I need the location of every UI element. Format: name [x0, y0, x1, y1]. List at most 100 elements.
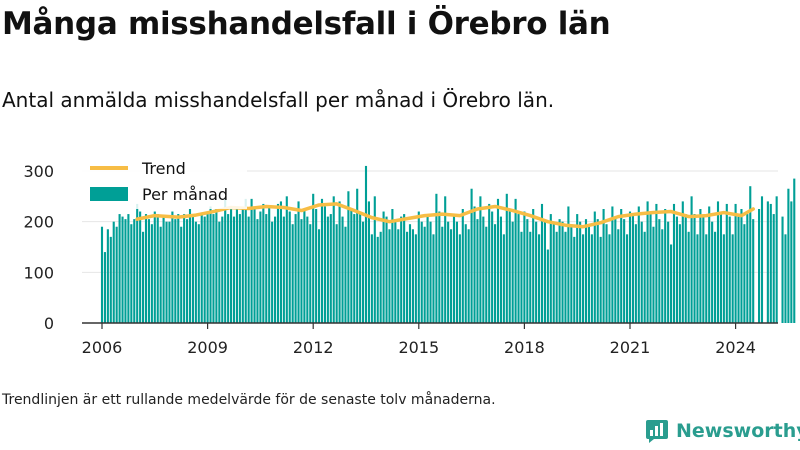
bar [188, 209, 192, 323]
y-axis: 0 100 200 300 [23, 162, 54, 333]
bar [200, 214, 203, 323]
bar [382, 211, 385, 323]
bar [734, 203, 737, 323]
bar [230, 209, 233, 323]
bar [573, 236, 576, 323]
bar [488, 203, 491, 323]
bar [276, 203, 280, 323]
bar [626, 234, 629, 323]
bar [672, 203, 676, 323]
bar [417, 211, 420, 323]
bar [279, 201, 282, 323]
bar [769, 203, 772, 323]
chart-subtitle: Antal anmälda misshandelsfall per månad … [2, 88, 555, 112]
bar [183, 214, 186, 323]
bar [505, 193, 508, 323]
y-tick-label: 100 [23, 263, 54, 282]
bar [555, 231, 558, 323]
bar [561, 221, 564, 323]
bar [221, 216, 224, 323]
bar [499, 216, 502, 323]
bar [458, 234, 461, 323]
bar [124, 219, 127, 323]
bar [423, 226, 426, 323]
bar [614, 216, 617, 323]
bar [623, 219, 626, 323]
bar [194, 221, 197, 323]
bar [675, 216, 678, 323]
bar [127, 214, 130, 323]
bar [285, 196, 288, 323]
bar [408, 224, 412, 323]
bar [112, 221, 115, 323]
bar [203, 216, 206, 323]
bar [587, 226, 590, 323]
bar [139, 211, 142, 323]
bar [540, 203, 544, 323]
bar [159, 226, 162, 323]
bar [667, 221, 670, 323]
bar [532, 209, 535, 323]
x-tick-label: 2024 [715, 338, 756, 357]
bar [452, 214, 456, 323]
brand-logo[interactable]: Newsworthy [644, 418, 800, 444]
bar [350, 209, 353, 323]
bar [652, 226, 655, 323]
bar [400, 216, 403, 323]
bar [593, 211, 596, 323]
bar [136, 203, 139, 323]
bar [670, 244, 673, 323]
bar [681, 201, 684, 323]
bar [100, 226, 104, 323]
bar [558, 219, 561, 323]
bar [599, 236, 602, 323]
bar [329, 214, 332, 323]
bar [690, 196, 693, 323]
bar [206, 211, 209, 323]
bar [253, 209, 256, 323]
bar [494, 224, 497, 323]
footnote: Trendlinjen är ett rullande medelvärde f… [2, 392, 496, 408]
bar [464, 224, 467, 323]
bar [787, 188, 790, 323]
bar [247, 216, 250, 323]
bar [388, 229, 391, 323]
bar [153, 211, 156, 323]
bar [147, 219, 150, 323]
bar [256, 219, 259, 323]
bar [274, 216, 277, 323]
x-tick-label: 2021 [610, 338, 651, 357]
bar [215, 209, 218, 323]
bar [238, 214, 241, 323]
bar [262, 203, 265, 323]
bar [737, 216, 740, 323]
bar [306, 216, 309, 323]
bar [106, 229, 109, 323]
bar [634, 224, 637, 323]
bar [728, 216, 731, 323]
bar [411, 229, 414, 323]
bar [514, 198, 517, 323]
bar [646, 201, 649, 323]
bar [177, 214, 180, 323]
bar [224, 198, 227, 323]
bar [719, 214, 722, 323]
bar [373, 196, 376, 323]
bar [631, 214, 634, 323]
bar [461, 209, 464, 323]
bar [265, 214, 268, 323]
bar [649, 214, 652, 323]
brand-name: Newsworthy [676, 420, 800, 442]
bar [655, 203, 658, 323]
bar [391, 209, 394, 323]
bar [678, 224, 681, 323]
y-tick-label: 200 [23, 213, 54, 232]
bar [353, 214, 356, 323]
bar [766, 201, 769, 323]
bar [212, 214, 215, 323]
bar [268, 206, 271, 323]
bar [476, 219, 479, 323]
bar [397, 229, 400, 323]
bar [508, 211, 511, 323]
bar [282, 216, 285, 323]
